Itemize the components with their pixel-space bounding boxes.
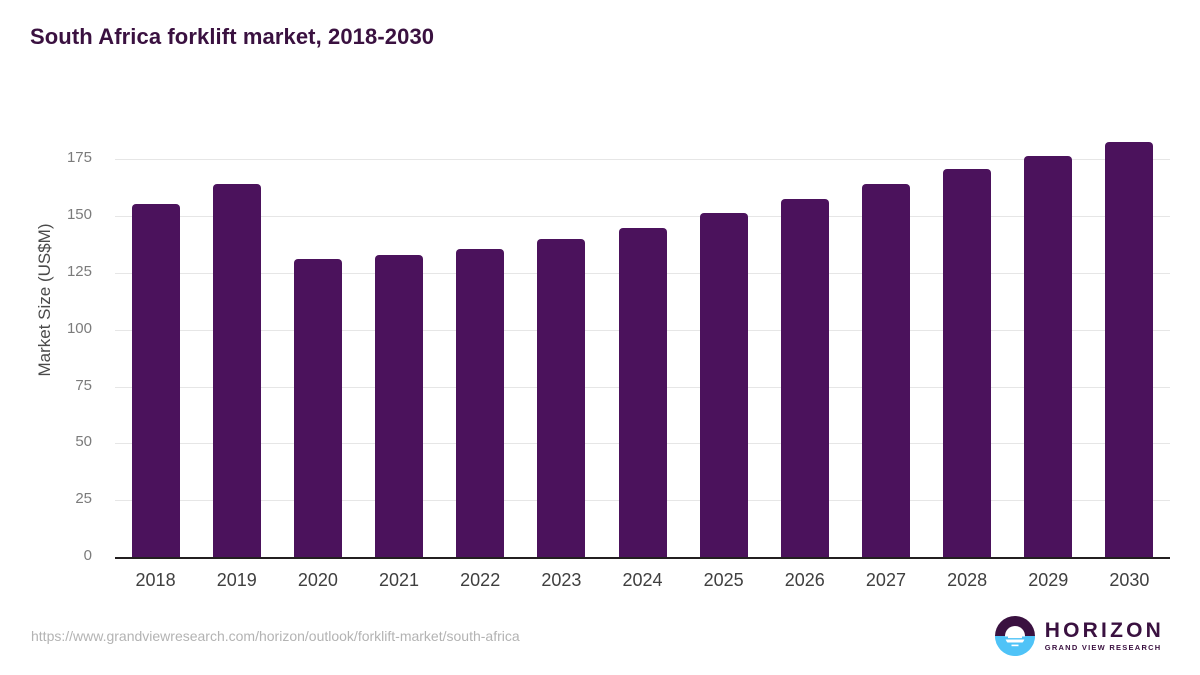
y-axis-tick-label: 75 (75, 376, 92, 394)
horizon-logo: HORIZON GRAND VIEW RESEARCH (994, 614, 1164, 658)
logo-wordmark: HORIZON (1044, 619, 1164, 643)
bar-2023[interactable] (537, 239, 586, 557)
x-axis-tick-label-2029: 2029 (1028, 570, 1069, 590)
y-axis-tick-label: 175 (66, 149, 92, 167)
y-axis-tick-label: 0 (83, 547, 92, 564)
bar-2030[interactable] (1105, 141, 1154, 557)
bar-2025[interactable] (699, 213, 748, 557)
bar-2027[interactable] (861, 183, 910, 557)
x-axis-line (115, 557, 1170, 559)
source-url[interactable]: https://www.grandviewresearch.com/horizo… (31, 628, 520, 644)
x-axis-tick-label-2020: 2020 (297, 570, 338, 590)
logo-text: HORIZON GRAND VIEW RESEARCH (1045, 620, 1164, 652)
bar-2021[interactable] (375, 255, 424, 557)
bar-2020[interactable] (293, 258, 342, 557)
x-axis-tick-label-2030: 2030 (1109, 570, 1150, 590)
x-axis-tick-label-2022: 2022 (460, 570, 501, 590)
x-axis-tick-label-2023: 2023 (541, 570, 582, 590)
x-axis-tick-label-2019: 2019 (216, 570, 257, 590)
y-axis-tick-label: 25 (75, 490, 92, 508)
x-axis-tick-label-2018: 2018 (135, 570, 176, 590)
logo-tagline: GRAND VIEW RESEARCH (1044, 643, 1162, 653)
plot-area (115, 131, 1170, 557)
x-axis-tick-label-2024: 2024 (622, 570, 663, 590)
x-axis-tick-label-2025: 2025 (703, 570, 744, 590)
bar-2028[interactable] (943, 169, 992, 557)
bar-2024[interactable] (618, 227, 667, 557)
x-axis-tick-label-2028: 2028 (947, 570, 988, 590)
bar-2019[interactable] (212, 184, 261, 557)
gridline (115, 159, 1170, 161)
bar-2018[interactable] (131, 204, 180, 557)
page-title: South Africa forklift market, 2018-2030 (30, 24, 435, 49)
y-axis-tick-label: 125 (66, 263, 92, 280)
y-axis-tick-label: 50 (75, 433, 92, 451)
bar-2029[interactable] (1024, 155, 1073, 557)
horizon-sun-circle-icon (994, 616, 1035, 656)
bar-2026[interactable] (780, 199, 829, 557)
y-axis-tick-label: 100 (66, 319, 92, 337)
y-axis-tick-label: 150 (66, 206, 92, 224)
bar-2022[interactable] (456, 249, 505, 557)
x-axis-tick-label-2027: 2027 (865, 570, 906, 590)
x-axis-tick-label-2021: 2021 (379, 570, 420, 590)
x-axis-tick-label-2026: 2026 (784, 570, 825, 590)
gridline (115, 216, 1170, 218)
